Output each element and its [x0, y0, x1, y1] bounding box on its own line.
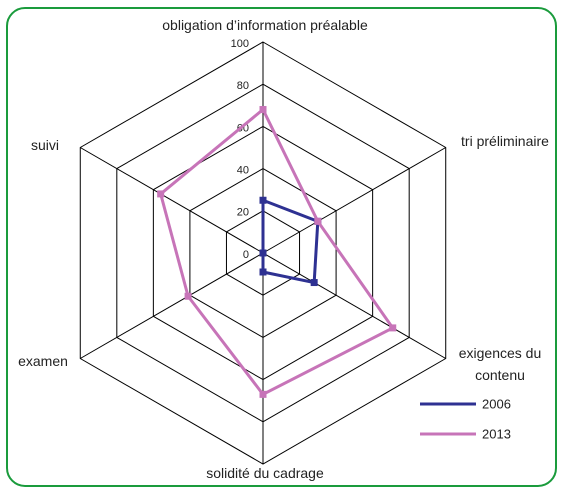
axis-spoke — [262, 252, 446, 359]
r-tick-label: 100 — [231, 38, 249, 50]
axis-label: obligation d’information préalable — [162, 17, 368, 33]
r-tick-label: 20 — [237, 207, 249, 219]
point-marker — [314, 217, 322, 225]
axis-label: suivi — [30, 137, 59, 153]
axis-spoke — [80, 147, 264, 254]
series-line — [261, 198, 320, 285]
point-marker — [259, 390, 267, 398]
point-marker — [259, 196, 267, 204]
axis-label: tri préliminaire — [461, 133, 549, 149]
axis-spoke — [262, 147, 446, 254]
r-tick-label: 40 — [237, 165, 249, 177]
point-marker — [157, 190, 165, 198]
point-marker — [259, 268, 267, 276]
legend-label: 2013 — [482, 426, 511, 441]
point-marker — [259, 249, 267, 257]
point-marker — [259, 106, 267, 114]
point-marker — [389, 324, 397, 332]
point-marker — [310, 279, 318, 287]
frame-border — [6, 7, 557, 487]
axis-spoke — [80, 252, 264, 359]
axis-label: solidité du cadrage — [206, 465, 324, 481]
axis-label: exigences du contenu — [458, 345, 542, 383]
axis-label: examen — [18, 353, 68, 369]
r-tick-label: 80 — [237, 80, 249, 92]
point-marker — [184, 292, 192, 300]
r-tick-label: 0 — [243, 249, 249, 261]
legend-label: 2006 — [482, 396, 511, 411]
series-line — [158, 107, 395, 397]
